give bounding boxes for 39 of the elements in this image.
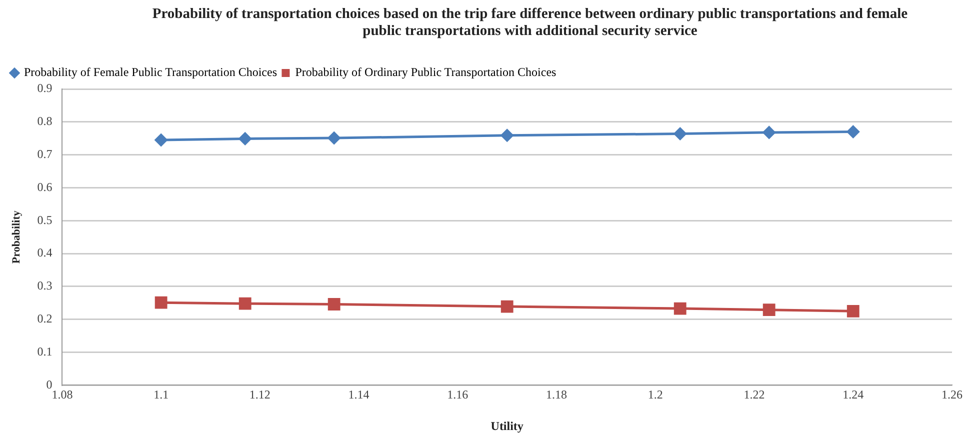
y-tick-label: 0.7	[37, 146, 52, 161]
point	[500, 129, 514, 142]
point	[238, 297, 252, 310]
point	[846, 304, 860, 318]
y-tick-label: 0.9	[37, 81, 52, 96]
point	[238, 132, 252, 145]
x-tick-label: 1.24	[842, 388, 864, 402]
legend-label: Probability of Female Public Transportation Choices	[24, 65, 278, 80]
x-tick-label: 1.2	[648, 388, 663, 402]
point	[674, 128, 686, 140]
point	[328, 132, 340, 144]
point	[500, 300, 514, 313]
x-tick-label: 1.14	[348, 388, 370, 402]
x-tick-label: 1.26	[942, 388, 962, 402]
x-tick-label: 1.16	[447, 388, 468, 402]
x-tick-label: 1.12	[249, 388, 270, 402]
x-tick-label: 1.1	[154, 388, 169, 402]
y-tick-label: 0.3	[37, 278, 52, 293]
x-tick-label: 1.08	[52, 388, 73, 402]
x-tick-label: 1.22	[744, 388, 765, 402]
x-axis-title: Utility	[490, 418, 524, 433]
point	[762, 304, 776, 316]
point	[154, 296, 168, 309]
point	[762, 126, 776, 139]
chart-title: Probability of transportation choices based on the trip fare difference between ordinary public transportations and female public transportations with additional security service	[151, 6, 909, 40]
x-tick-label: 1.18	[546, 388, 568, 402]
point	[674, 302, 686, 315]
y-axis-title: Probability	[10, 210, 22, 264]
point	[328, 298, 340, 310]
point	[846, 126, 860, 138]
y-tick-label: 0.2	[37, 312, 52, 326]
y-tick-label: 0.1	[37, 344, 52, 358]
y-tick-label: 0	[46, 377, 52, 392]
legend-label: Probability of Ordinary Public Transportation Choices	[295, 65, 557, 80]
y-tick-label: 0.6	[37, 180, 52, 194]
y-tick-label: 0.8	[37, 114, 52, 128]
point	[154, 134, 168, 146]
y-tick-label: 0.5	[37, 212, 52, 227]
y-tick-label: 0.4	[37, 246, 52, 260]
